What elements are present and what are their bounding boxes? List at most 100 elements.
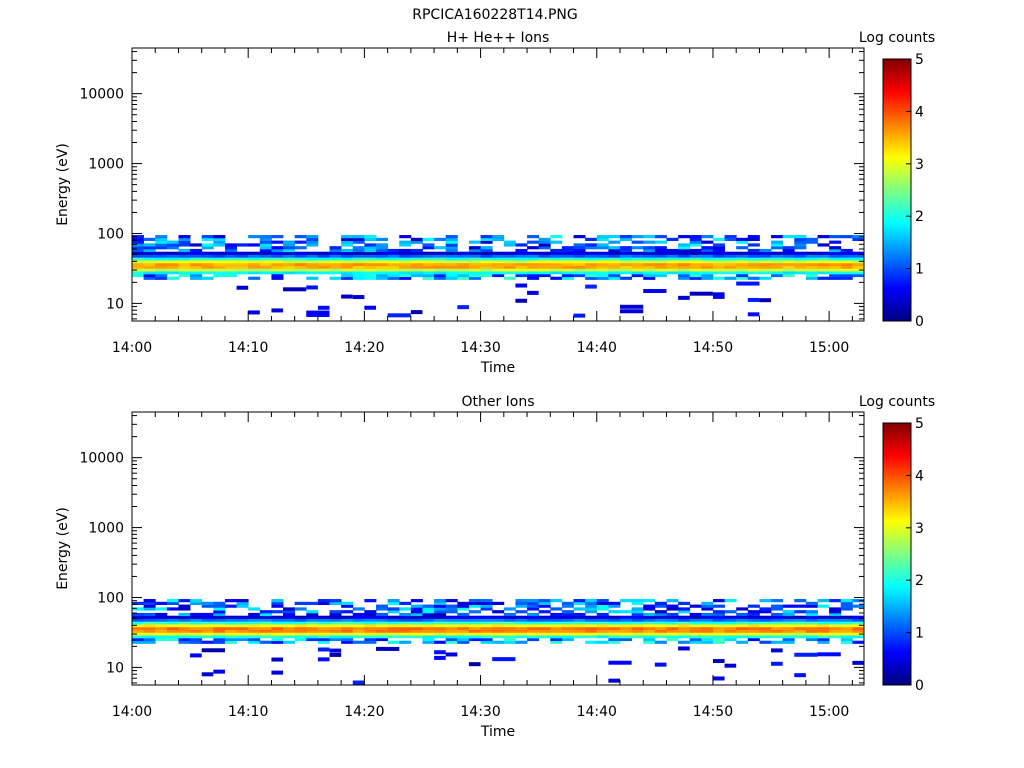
spectrogram-cell <box>538 271 551 275</box>
spectrogram-cell <box>701 260 714 264</box>
spectrogram-cell <box>306 251 319 255</box>
spectrogram-cell <box>608 601 621 605</box>
spectrogram-cell <box>341 629 354 633</box>
low-energy-count <box>329 652 342 657</box>
spectrogram-cell <box>352 248 365 253</box>
spectrogram-cell <box>840 607 853 611</box>
spectrogram-cell <box>329 248 342 253</box>
spectrogram-cell <box>236 637 249 642</box>
spectrogram-cell <box>224 615 237 619</box>
spectrogram-cell <box>364 254 377 258</box>
spectrogram-cell <box>643 235 656 239</box>
spectrogram-cell <box>306 618 319 622</box>
spectrogram-cell <box>178 637 191 642</box>
spectrogram-cell <box>283 248 296 253</box>
spectrogram-cell <box>422 612 435 617</box>
spectrogram-cell <box>341 273 354 278</box>
spectrogram-cell <box>771 265 784 269</box>
spectrogram-cell <box>643 257 656 261</box>
spectrogram-cell <box>712 615 725 619</box>
low-energy-count <box>747 297 760 302</box>
spectrogram-cell <box>654 601 667 605</box>
spectrogram-cell <box>759 632 772 636</box>
spectrogram-cell <box>817 604 830 608</box>
spectrogram-cell <box>759 265 772 269</box>
spectrogram-cell <box>538 601 551 605</box>
y-axis-label: Energy (eV) <box>55 143 71 226</box>
spectrogram-cell <box>503 626 516 630</box>
spectrogram-cell <box>561 251 574 255</box>
spectrogram-cell <box>178 629 191 633</box>
spectrogram-cell <box>759 615 772 619</box>
spectrogram-cell <box>352 640 365 644</box>
spectrogram-cell <box>492 235 505 239</box>
spectrogram-cell <box>817 599 830 603</box>
spectrogram-cell <box>341 618 354 622</box>
spectrogram-cell <box>608 251 621 255</box>
low-energy-count <box>712 676 725 681</box>
spectrogram-cell <box>643 271 656 275</box>
spectrogram-cell <box>840 265 853 269</box>
spectrogram-cell <box>341 251 354 255</box>
spectrogram-cell <box>445 265 458 269</box>
spectrogram-cell <box>794 262 807 266</box>
x-tick-label: 14:20 <box>344 340 384 356</box>
spectrogram-cell <box>248 635 261 639</box>
spectrogram-cell <box>410 618 423 622</box>
spectrogram-cell <box>224 257 237 261</box>
spectrogram-cell <box>561 276 574 280</box>
spectrogram-cell <box>654 621 667 625</box>
low-energy-count <box>608 678 620 683</box>
spectrogram-cell <box>643 276 656 280</box>
spectrogram-cell <box>410 257 423 261</box>
spectrogram-cell <box>596 243 609 247</box>
spectrogram-cell <box>747 276 760 280</box>
low-energy-count <box>306 285 318 290</box>
spectrogram-cell <box>817 624 830 628</box>
spectrogram-cell <box>805 632 818 636</box>
low-energy-count <box>678 646 690 651</box>
spectrogram-cell <box>805 624 818 628</box>
spectrogram-cell <box>399 612 412 617</box>
spectrogram-cell <box>759 262 772 266</box>
spectrogram-cell <box>654 640 667 644</box>
spectrogram-cell <box>166 240 179 244</box>
spectrogram-cell <box>294 601 307 605</box>
spectrogram-cell <box>434 254 447 258</box>
spectrogram-cell <box>654 626 667 630</box>
spectrogram-cell <box>712 632 725 636</box>
spectrogram-cell <box>852 235 865 239</box>
spectrogram-cell <box>248 265 261 269</box>
spectrogram-cell <box>317 268 330 272</box>
spectrogram-cell <box>480 621 493 625</box>
spectrogram-cell <box>782 632 795 636</box>
spectrogram-cell <box>341 626 354 630</box>
spectrogram-cell <box>759 640 772 644</box>
spectrogram-cell <box>445 618 458 622</box>
spectrogram-cell <box>712 637 725 642</box>
spectrogram-cell <box>213 621 226 625</box>
spectrogram-cell <box>829 251 842 255</box>
spectrogram-cell <box>817 265 830 269</box>
spectrogram-cell <box>678 265 691 269</box>
spectrogram-cell <box>468 601 481 605</box>
spectrogram-cell <box>782 271 795 275</box>
spectrogram-cell <box>434 251 447 255</box>
spectrogram-cell <box>666 637 679 642</box>
spectrogram-cell <box>259 268 272 272</box>
spectrogram-cell <box>224 632 237 636</box>
spectrogram-cell <box>132 632 145 636</box>
spectrogram-cell <box>538 621 551 625</box>
spectrogram-cell <box>689 629 702 633</box>
spectrogram-cell <box>712 610 725 614</box>
spectrogram-cell <box>422 246 435 250</box>
spectrogram-cell <box>410 621 423 625</box>
spectrogram-cell <box>132 257 145 261</box>
spectrogram-cell <box>515 624 528 628</box>
spectrogram-cell <box>805 637 818 642</box>
spectrogram-cell <box>782 248 795 253</box>
spectrogram-cell <box>190 615 203 619</box>
spectrogram-cell <box>178 265 191 269</box>
spectrogram-cell <box>166 635 179 639</box>
spectrogram-cell <box>596 621 609 625</box>
